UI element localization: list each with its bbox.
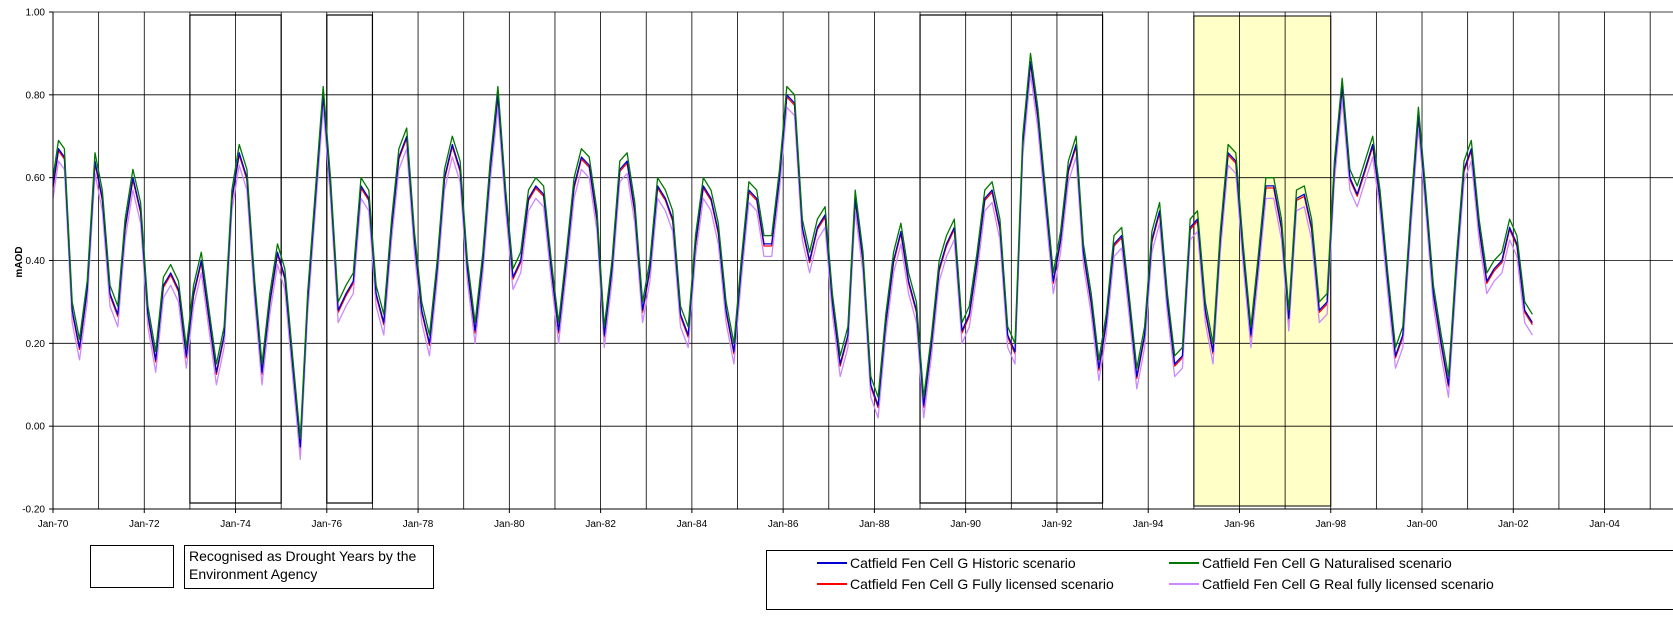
drought-legend-label: Recognised as Drought Years by the Envir… bbox=[184, 545, 434, 589]
x-tick-label: Jan-00 bbox=[1407, 519, 1438, 530]
x-tick-label: Jan-84 bbox=[677, 519, 708, 530]
axis-layer: -0.20 0.00 0.20 0.40 0.60 0.80 1.00 Jan-70 Jan-7… bbox=[22, 8, 1673, 530]
x-tick-label: Jan-90 bbox=[950, 519, 981, 530]
y-tick-label: 0.00 bbox=[26, 422, 46, 433]
drought-period-box bbox=[919, 14, 1104, 504]
y-tick-label: -0.20 bbox=[22, 505, 45, 516]
series-line-3 bbox=[52, 73, 1533, 460]
drought-period-box bbox=[189, 14, 282, 504]
y-tick-label: 0.20 bbox=[26, 339, 46, 350]
x-tick-label: Jan-82 bbox=[585, 519, 616, 530]
series-legend: Catfield Fen Cell G Historic scenario Ca… bbox=[766, 550, 1673, 610]
legend-label-historic: Catfield Fen Cell G Historic scenario bbox=[850, 555, 1076, 571]
x-tick-label: Jan-04 bbox=[1589, 519, 1620, 530]
legend-item-historic: Catfield Fen Cell G Historic scenario bbox=[817, 554, 1076, 572]
x-tick-label: Jan-96 bbox=[1224, 519, 1255, 530]
series-layer bbox=[52, 52, 1533, 460]
x-tick-label: Jan-94 bbox=[1133, 519, 1164, 530]
y-tick-label: 0.80 bbox=[26, 90, 46, 101]
x-tick-label: Jan-70 bbox=[38, 519, 69, 530]
legend-item-naturalised: Catfield Fen Cell G Naturalised scenario bbox=[1169, 554, 1452, 572]
y-axis-label: mAOD bbox=[14, 246, 25, 277]
x-tick-label: Jan-78 bbox=[403, 519, 434, 530]
x-tick-label: Jan-92 bbox=[1042, 519, 1073, 530]
x-tick-label: Jan-86 bbox=[768, 519, 799, 530]
legend-swatch-real-fully-licensed bbox=[1169, 583, 1199, 585]
highlight-layer bbox=[1193, 15, 1332, 507]
legend-label-naturalised: Catfield Fen Cell G Naturalised scenario bbox=[1202, 555, 1452, 571]
y-tick-label: 0.60 bbox=[26, 173, 46, 184]
legend-swatch-historic bbox=[817, 562, 847, 564]
legend-item-fully-licensed: Catfield Fen Cell G Fully licensed scena… bbox=[817, 575, 1114, 593]
legend-swatch-fully-licensed bbox=[817, 583, 847, 585]
series-line-1 bbox=[52, 52, 1533, 440]
legend-label-real-fully-licensed: Catfield Fen Cell G Real fully licensed … bbox=[1202, 576, 1494, 592]
x-tick-label: Jan-76 bbox=[312, 519, 343, 530]
x-tick-label: Jan-98 bbox=[1315, 519, 1346, 530]
x-tick-label: Jan-72 bbox=[129, 519, 160, 530]
legend-item-real-fully-licensed: Catfield Fen Cell G Real fully licensed … bbox=[1169, 575, 1494, 593]
x-tick-label: Jan-88 bbox=[859, 519, 890, 530]
x-tick-label: Jan-02 bbox=[1498, 519, 1529, 530]
y-tick-label: 1.00 bbox=[26, 8, 46, 19]
legend-label-fully-licensed: Catfield Fen Cell G Fully licensed scena… bbox=[850, 576, 1114, 592]
drought-legend-swatch bbox=[90, 545, 174, 588]
y-tick-label: 0.40 bbox=[26, 256, 46, 267]
series-line-0 bbox=[52, 61, 1533, 448]
x-tick-label: Jan-80 bbox=[494, 519, 525, 530]
legend-swatch-naturalised bbox=[1169, 562, 1199, 564]
x-tick-label: Jan-74 bbox=[220, 519, 251, 530]
highlight-period bbox=[1193, 15, 1332, 507]
